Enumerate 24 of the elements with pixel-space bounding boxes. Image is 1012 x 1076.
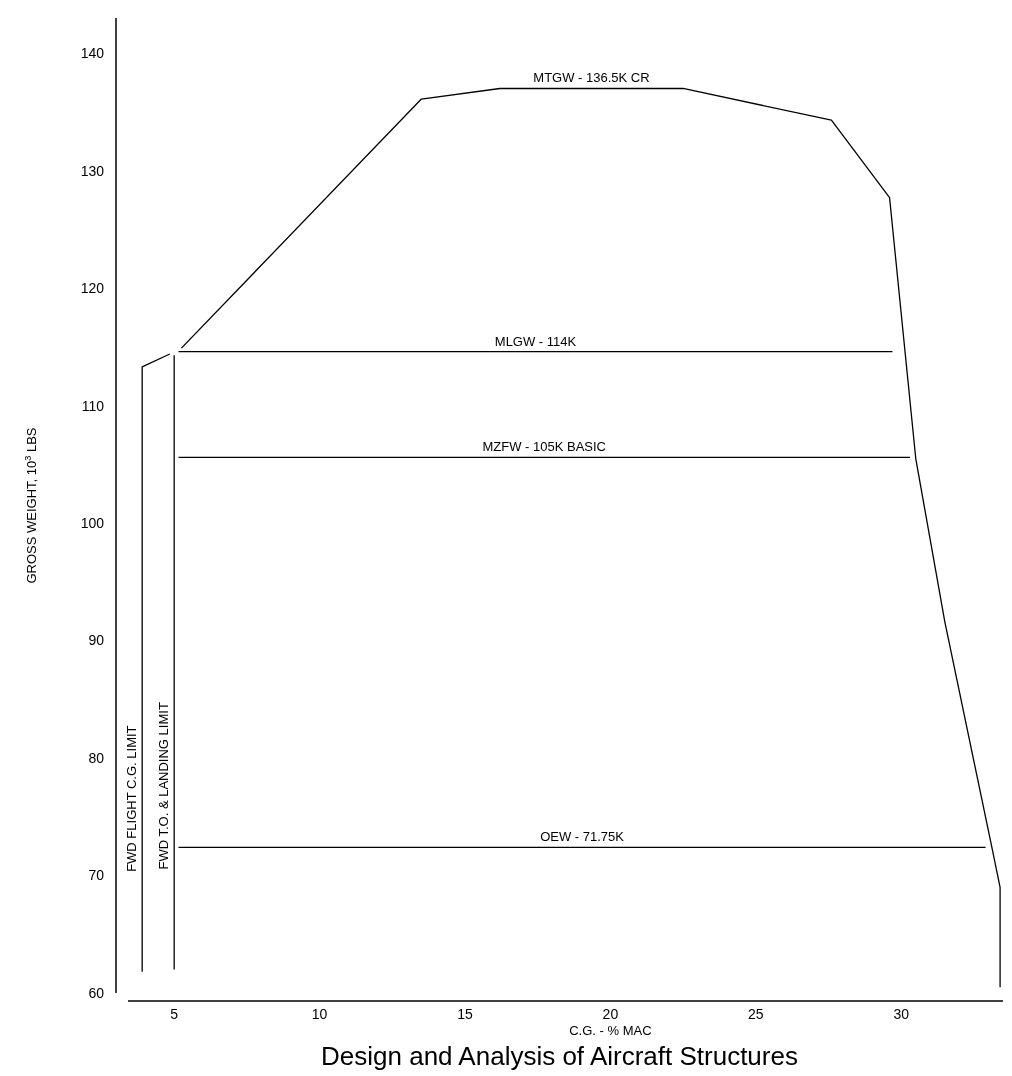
y-tick-label: 70 — [88, 867, 105, 884]
series-label: MLGW - 114K — [494, 333, 577, 349]
y-tick-label: 90 — [88, 632, 105, 649]
y-tick-label: 100 — [80, 515, 105, 532]
series-label: MZFW - 105K BASIC — [482, 439, 606, 455]
x-tick-label: 5 — [170, 1006, 179, 1022]
text: Design and Analysis of Aircraft Structures — [321, 1041, 798, 1071]
x-tick-label: 15 — [457, 1006, 473, 1022]
y-tick-label: 120 — [80, 280, 105, 297]
x-tick-label: 20 — [602, 1006, 619, 1022]
text: FWD T.O. & LANDING LIMIT — [156, 702, 172, 870]
series-label: OEW - 71.75K — [540, 829, 625, 845]
y-tick-label: 80 — [88, 749, 105, 766]
x-axis-title: C.G. - % MAC — [569, 1023, 652, 1038]
x-tick-label: 30 — [893, 1006, 910, 1022]
line-series — [180, 87, 1001, 988]
series-label: MTGW - 136.5K CR — [533, 70, 650, 86]
y-tick-label: 60 — [88, 984, 105, 1001]
y-tick-label: 130 — [80, 162, 105, 179]
x-tick-label: 25 — [748, 1006, 764, 1022]
y-tick-label: 110 — [81, 397, 105, 414]
text: FWD FLIGHT C.G. LIMIT — [124, 725, 140, 872]
y-tick-label: 140 — [80, 45, 105, 62]
x-tick-label: 10 — [311, 1006, 328, 1022]
